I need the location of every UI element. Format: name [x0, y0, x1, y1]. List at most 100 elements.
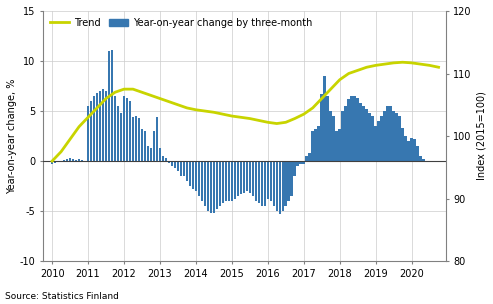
Bar — [195, 161, 197, 191]
Bar — [326, 96, 329, 161]
Bar — [303, 161, 305, 164]
Bar — [72, 159, 74, 161]
Bar — [267, 161, 269, 199]
Bar — [351, 96, 353, 161]
Bar — [335, 131, 338, 161]
Bar — [293, 161, 296, 176]
Bar — [201, 161, 203, 201]
Bar — [356, 98, 359, 161]
Bar — [78, 159, 80, 161]
Bar — [320, 94, 323, 161]
Bar — [75, 160, 77, 161]
Bar — [359, 103, 362, 161]
Bar — [290, 161, 293, 196]
Bar — [186, 161, 188, 181]
Bar — [135, 116, 137, 161]
Bar — [108, 51, 110, 161]
Bar — [129, 101, 131, 161]
Bar — [51, 161, 53, 164]
Bar — [192, 161, 194, 189]
Bar — [162, 156, 164, 161]
Bar — [345, 106, 347, 161]
Bar — [171, 161, 173, 166]
Bar — [204, 161, 206, 206]
Bar — [377, 121, 380, 161]
Bar — [431, 161, 434, 162]
Bar — [410, 138, 413, 161]
Bar — [81, 160, 83, 161]
Bar — [243, 161, 245, 193]
Bar — [387, 106, 389, 161]
Bar — [96, 93, 98, 161]
Bar — [150, 148, 152, 161]
Bar — [221, 161, 224, 203]
Bar — [413, 139, 416, 161]
Bar — [182, 161, 185, 176]
Bar — [69, 158, 71, 161]
Bar — [102, 89, 105, 161]
Bar — [338, 129, 341, 161]
Bar — [404, 136, 407, 161]
Bar — [117, 106, 119, 161]
Bar — [254, 161, 257, 201]
Bar — [395, 113, 398, 161]
Bar — [371, 116, 374, 161]
Bar — [66, 159, 69, 161]
Bar — [176, 161, 179, 171]
Bar — [210, 161, 212, 213]
Bar — [270, 161, 272, 201]
Bar — [111, 50, 113, 161]
Bar — [141, 129, 143, 161]
Bar — [348, 99, 350, 161]
Bar — [332, 116, 335, 161]
Bar — [231, 161, 233, 201]
Bar — [189, 161, 191, 186]
Bar — [317, 126, 320, 161]
Bar — [168, 161, 170, 163]
Bar — [153, 131, 155, 161]
Y-axis label: Year-on-year change, %: Year-on-year change, % — [7, 78, 17, 194]
Bar — [218, 161, 221, 206]
Bar — [342, 111, 344, 161]
Bar — [234, 161, 236, 199]
Bar — [246, 161, 248, 191]
Bar — [87, 106, 89, 161]
Bar — [323, 76, 326, 161]
Text: Source: Statistics Finland: Source: Statistics Finland — [5, 292, 119, 301]
Bar — [389, 106, 392, 161]
Bar — [132, 117, 134, 161]
Bar — [215, 161, 218, 209]
Bar — [198, 161, 200, 196]
Bar — [212, 161, 215, 213]
Bar — [365, 109, 368, 161]
Bar — [120, 113, 122, 161]
Bar — [257, 161, 260, 203]
Bar — [362, 106, 365, 161]
Bar — [353, 96, 356, 161]
Bar — [54, 161, 56, 163]
Bar — [416, 146, 419, 161]
Bar — [312, 131, 314, 161]
Bar — [392, 111, 395, 161]
Bar — [420, 156, 422, 161]
Bar — [299, 161, 302, 164]
Bar — [329, 111, 332, 161]
Bar — [398, 116, 401, 161]
Bar — [237, 161, 239, 196]
Bar — [284, 161, 287, 206]
Bar — [99, 91, 101, 161]
Legend: Trend, Year-on-year change by three-month: Trend, Year-on-year change by three-mont… — [48, 16, 314, 30]
Bar — [90, 101, 92, 161]
Bar — [374, 126, 377, 161]
Bar — [179, 161, 182, 176]
Bar — [105, 91, 107, 161]
Bar — [368, 113, 371, 161]
Bar — [165, 158, 167, 161]
Bar — [273, 161, 275, 206]
Bar — [381, 116, 383, 161]
Bar — [228, 161, 230, 201]
Bar — [138, 118, 140, 161]
Bar — [282, 161, 284, 211]
Bar — [248, 161, 251, 193]
Bar — [147, 146, 149, 161]
